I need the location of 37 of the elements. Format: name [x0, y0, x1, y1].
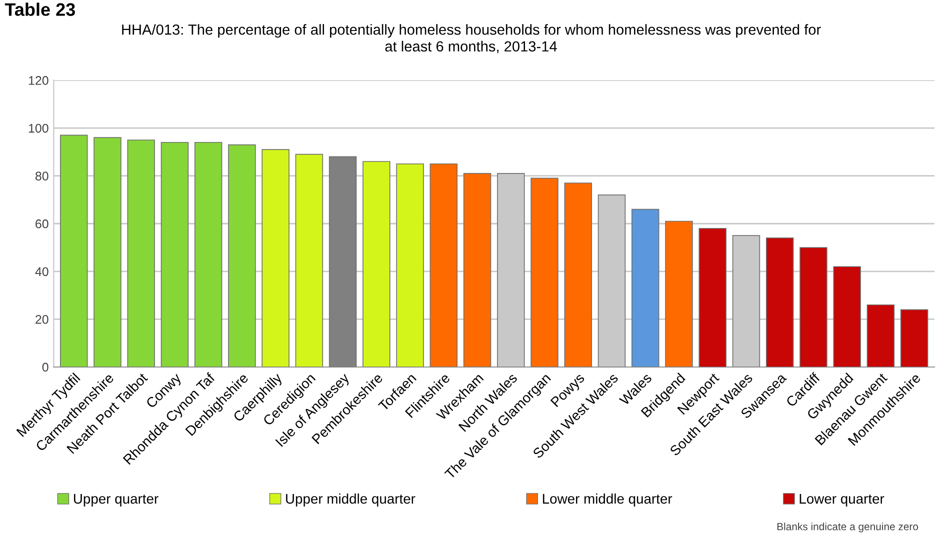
bar [564, 182, 592, 368]
bar [530, 178, 558, 368]
bar [328, 156, 357, 368]
bar [194, 142, 222, 368]
y-tick-label: 0 [42, 362, 48, 372]
bar [94, 137, 122, 368]
bar [833, 266, 861, 368]
bar [866, 304, 895, 368]
bar [430, 163, 458, 368]
legend-label: Upper quarter [74, 494, 158, 506]
bar [362, 161, 390, 368]
text: Blanks indicate a genuine zero [777, 522, 918, 532]
bar [665, 220, 693, 368]
y-tick-label: 100 [28, 124, 48, 133]
bar [766, 238, 794, 368]
bar [396, 163, 424, 368]
bar [800, 247, 828, 368]
bar [262, 149, 290, 368]
caption: Table 23 [4, 2, 75, 16]
legend-label: Lower middle quarter [542, 494, 672, 506]
y-tick-label: 120 [28, 76, 48, 85]
bar [127, 140, 155, 368]
y-tick-label: 80 [35, 172, 48, 180]
y-tick-label: 20 [36, 315, 48, 324]
bar [160, 142, 189, 368]
bar [900, 309, 928, 368]
bar [463, 173, 492, 368]
legend-label: Upper middle quarter [286, 494, 416, 506]
bar [60, 134, 88, 368]
bar [228, 144, 256, 368]
bar [698, 228, 726, 368]
legend-label: Lower quarter [800, 494, 884, 506]
chart-title: HHA/013: The percentage of all potentially homeless households for whom homelessness was prevented for at least 6 months, 2013-14 [122, 24, 821, 54]
y-tick-label: 60 [36, 219, 48, 228]
y-tick-label: 40 [35, 267, 48, 276]
bar [295, 154, 324, 368]
bar [631, 208, 660, 368]
